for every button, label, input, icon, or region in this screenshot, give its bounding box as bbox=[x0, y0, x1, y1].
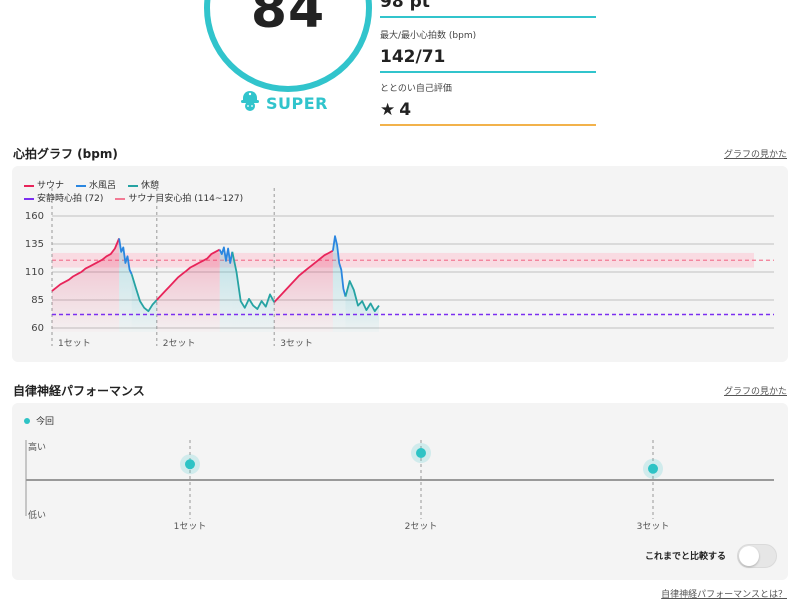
points-value: 98 pt bbox=[380, 0, 430, 12]
hr-y-tick-label: 160 bbox=[25, 211, 44, 222]
ans-legend: 今回 bbox=[24, 414, 54, 427]
legend-resting-hr: 安静時心拍 (72) bbox=[24, 191, 103, 204]
hr-line-水風呂 bbox=[218, 246, 234, 264]
hr-legend-row-2: 安静時心拍 (72) サウナ目安心拍 (114~127) bbox=[24, 191, 243, 204]
hr-legend-row-1: サウナ 水風呂 休憩 bbox=[24, 178, 159, 191]
ans-y-low: 低い bbox=[28, 509, 46, 521]
hr-area-水風呂 bbox=[119, 238, 132, 332]
rank-label: SUPER bbox=[266, 93, 328, 113]
hr-label: 最大/最小心拍数 (bpm) bbox=[380, 31, 477, 41]
ans-help-link[interactable]: グラフの見かた bbox=[723, 387, 787, 397]
hr-area-休憩 bbox=[232, 251, 275, 332]
hr-area-サウナ bbox=[52, 238, 120, 332]
hr-y-tick-label: 85 bbox=[31, 295, 44, 306]
hr-set-label: 2セット bbox=[163, 338, 196, 349]
hr-area-水風呂 bbox=[332, 236, 346, 332]
hr-help-link[interactable]: グラフの見かた bbox=[723, 150, 787, 160]
hr-line-サウナ bbox=[273, 249, 334, 303]
hr-chart-panel: サウナ 水風呂 休憩 安静時心拍 (72) サウナ目安心拍 (114~127) … bbox=[12, 166, 788, 362]
score-value: 84 bbox=[250, 0, 326, 40]
ans-chart-panel: 今回 高い低い 1セット 2セット 3セット bbox=[12, 403, 788, 580]
points-stat: 98 pt bbox=[380, 0, 596, 18]
hr-area-水風呂 bbox=[219, 247, 233, 332]
compare-toggle-knob[interactable] bbox=[739, 546, 759, 566]
legend-sauna-target-swatch bbox=[115, 197, 126, 200]
hr-line-水風呂 bbox=[118, 238, 133, 275]
hr-line-サウナ bbox=[156, 248, 221, 301]
compare-toggle[interactable] bbox=[737, 544, 777, 568]
legend-cold-bath-swatch bbox=[76, 184, 87, 187]
legend-sauna-swatch bbox=[24, 184, 34, 187]
hr-y-tick-label: 60 bbox=[31, 323, 44, 334]
hr-y-tick-label: 135 bbox=[25, 239, 44, 250]
ans-section-title: 自律神経パフォーマンス bbox=[13, 384, 145, 398]
legend-cold-bath: 水風呂 bbox=[76, 178, 116, 191]
hr-chart: 60 85 110 135 160 1セット 2セット 3セット bbox=[25, 188, 774, 349]
rank-badge: SUPER bbox=[240, 90, 328, 116]
legend-rest: 休憩 bbox=[128, 178, 159, 191]
hr-set-label: 3セット bbox=[280, 338, 313, 349]
hr-area-サウナ bbox=[274, 250, 333, 332]
legend-now-label: 今回 bbox=[36, 417, 55, 427]
ans-set-label: 3セット bbox=[637, 521, 670, 532]
compare-label: これまでと比較する bbox=[645, 552, 727, 562]
points-divider bbox=[380, 16, 596, 18]
legend-sauna: サウナ bbox=[24, 178, 64, 191]
hr-area-休憩 bbox=[131, 274, 157, 332]
hr-line-水風呂 bbox=[332, 235, 347, 297]
hr-section-title: 心拍グラフ (bpm) bbox=[13, 147, 118, 161]
eval-value: 4 bbox=[399, 100, 412, 120]
eval-divider bbox=[380, 124, 596, 126]
star-icon: ★ bbox=[380, 100, 396, 120]
eval-label: ととのい自己評価 bbox=[380, 84, 452, 94]
hr-area-休憩 bbox=[345, 281, 379, 332]
hr-divider bbox=[380, 71, 596, 73]
hr-value: 142/71 bbox=[380, 47, 446, 67]
hr-area-サウナ bbox=[156, 249, 220, 332]
sauna-hat-icon bbox=[240, 90, 260, 116]
hr-set-label: 1セット bbox=[58, 338, 91, 349]
eval-stat: ととのい自己評価 ★ 4 bbox=[380, 81, 596, 126]
ans-set-label: 1セット bbox=[174, 521, 207, 532]
legend-resting-hr-swatch bbox=[24, 197, 34, 200]
ans-point bbox=[648, 463, 658, 474]
ans-set-label: 2セット bbox=[405, 521, 438, 532]
hr-line-休憩 bbox=[130, 273, 158, 313]
hr-y-tick-label: 110 bbox=[25, 267, 44, 278]
ans-what-link[interactable]: 自律神経パフォーマンスとは？ bbox=[661, 590, 787, 600]
legend-sauna-target: サウナ目安心拍 (114~127) bbox=[115, 191, 243, 204]
hr-line-サウナ bbox=[51, 238, 120, 292]
legend-now-dot bbox=[24, 417, 30, 424]
hr-stat: 最大/最小心拍数 (bpm) 142/71 bbox=[380, 28, 596, 73]
ans-point bbox=[416, 448, 426, 458]
hr-line-休憩 bbox=[344, 280, 380, 313]
ans-y-high: 高い bbox=[28, 441, 46, 453]
ans-point bbox=[185, 459, 195, 470]
legend-rest-swatch bbox=[128, 184, 139, 187]
hr-line-休憩 bbox=[231, 251, 275, 310]
